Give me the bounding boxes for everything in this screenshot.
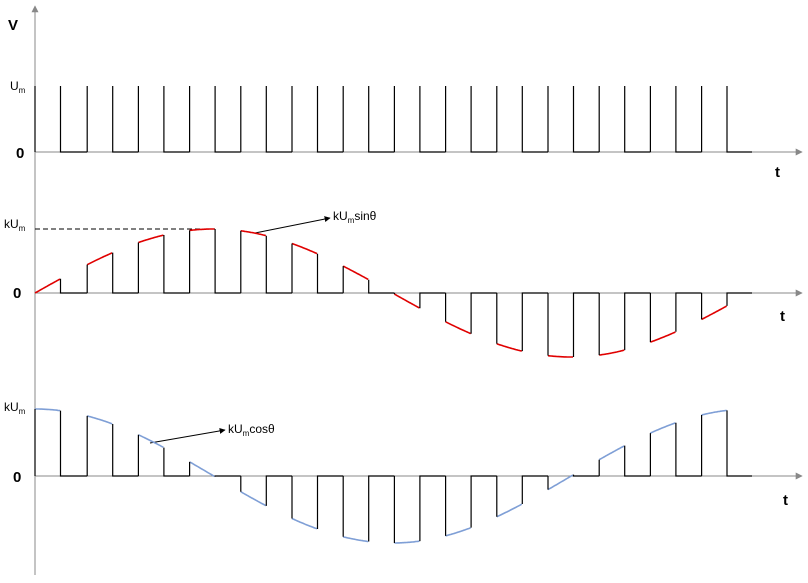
waveform — [291, 517, 318, 530]
waveform — [445, 321, 471, 335]
waveform — [240, 230, 267, 237]
waveform — [547, 354, 573, 358]
waveform — [189, 461, 216, 478]
waveform — [599, 349, 625, 356]
waveform — [394, 293, 420, 309]
waveform — [138, 234, 164, 244]
waveforms — [34, 86, 752, 544]
zero-label: 0 — [16, 145, 24, 162]
time-label: t — [783, 492, 788, 509]
waveform — [34, 86, 752, 153]
waveform — [445, 527, 471, 537]
zero-label: 0 — [13, 285, 21, 302]
waveform — [650, 422, 676, 434]
arrow — [149, 427, 226, 444]
zero-label: 0 — [13, 469, 21, 486]
waveform — [59, 229, 752, 357]
time-label: t — [780, 308, 785, 325]
waveform — [34, 278, 61, 294]
waveform — [701, 305, 727, 321]
level-label: kUm — [4, 217, 26, 233]
waveform — [701, 409, 727, 416]
waveform — [342, 536, 369, 543]
annotation: kUmcosθ — [228, 422, 275, 438]
waveform — [650, 331, 676, 343]
axis-label: V — [8, 17, 18, 34]
waveform — [86, 252, 113, 266]
time-label: t — [775, 164, 780, 181]
waveform — [291, 242, 318, 255]
arrow — [254, 216, 331, 234]
axes — [31, 5, 803, 575]
waveform — [547, 474, 574, 491]
waveform — [35, 408, 61, 412]
waveform — [598, 445, 625, 461]
waveform — [138, 434, 164, 449]
level-label: Um — [10, 79, 26, 95]
waveform — [34, 409, 752, 543]
waveform — [496, 503, 523, 518]
waveform — [189, 228, 215, 232]
waveform — [86, 415, 113, 425]
level-label: kUm — [4, 400, 26, 416]
waveform — [394, 540, 420, 544]
annotation: kUmsinθ — [333, 209, 377, 225]
waveform — [342, 265, 369, 281]
waveform — [240, 491, 267, 507]
waveform — [496, 343, 523, 352]
